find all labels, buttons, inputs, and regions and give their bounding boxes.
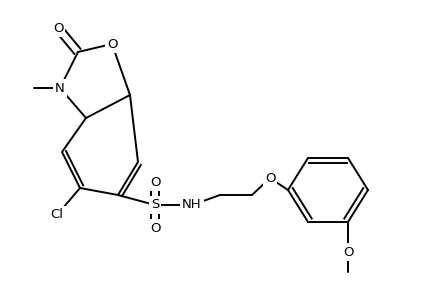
Text: S: S [151,198,159,212]
Text: O: O [150,176,160,188]
Text: O: O [150,221,160,234]
Text: O: O [53,22,63,34]
Text: O: O [107,38,117,51]
Text: Cl: Cl [51,209,64,221]
Text: NH: NH [182,198,202,212]
Text: O: O [265,172,275,184]
Text: N: N [55,82,65,95]
Text: O: O [343,245,353,258]
